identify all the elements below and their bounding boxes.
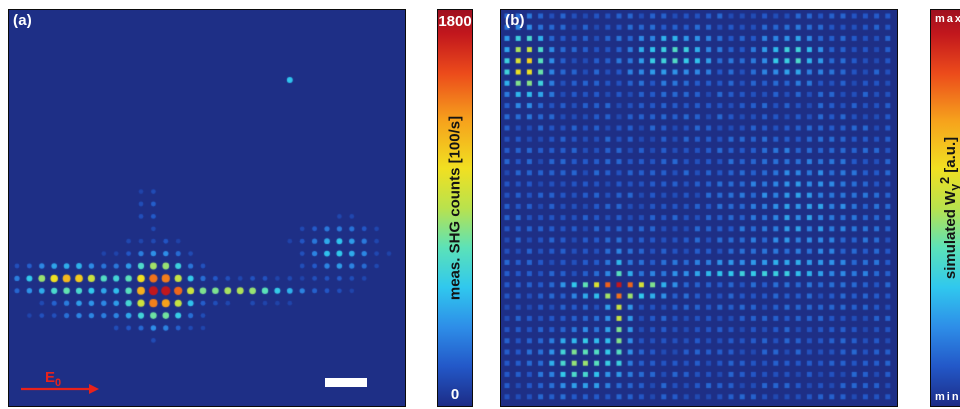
- colorbar-b-min: min: [935, 391, 960, 403]
- colorbar-b-max: max: [935, 13, 960, 25]
- field-label: E0: [45, 369, 61, 389]
- colorbar-b-title: simulated Wy2 [a.u.]: [938, 137, 960, 279]
- colorbar-measured: 1800 meas. SHG counts [100/s] 0: [437, 9, 473, 407]
- colorbar-a-title: meas. SHG counts [100/s]: [446, 115, 464, 301]
- colorbar-b-title-sub: y: [948, 184, 960, 191]
- colorbar-b-title-sup: 2: [938, 176, 952, 184]
- panel-b-label: (b): [505, 12, 525, 29]
- panel-a-label: (a): [13, 12, 32, 29]
- colorbar-a-min: 0: [450, 386, 460, 403]
- field-label-text: E: [45, 369, 56, 386]
- field-label-subscript: 0: [55, 377, 62, 389]
- colorbar-b-title-prefix: simulated W: [942, 190, 959, 280]
- colorbar-b-title-suffix: [a.u.]: [942, 136, 959, 177]
- measured-shg-heatmap: [9, 10, 405, 406]
- colorbar-a-max: 1800: [438, 13, 472, 30]
- polarization-arrow-icon: [21, 384, 99, 394]
- measured-shg-map: (a) E0: [8, 9, 406, 407]
- simulated-heatmap: [501, 10, 897, 406]
- simulated-map: (b): [500, 9, 898, 407]
- scale-bar: [325, 378, 367, 387]
- colorbar-simulated: max simulated Wy2 [a.u.] min: [930, 9, 960, 407]
